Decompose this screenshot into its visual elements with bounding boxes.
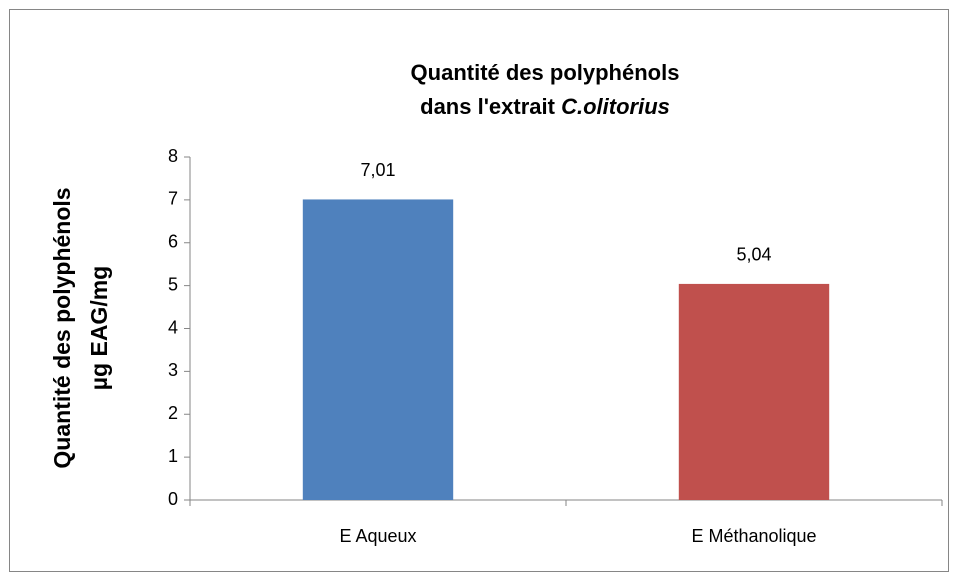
data-label: 7,01 <box>360 160 395 180</box>
bar <box>302 199 454 501</box>
chart-title: dans l'extrait C.olitorius <box>420 94 670 119</box>
y-tick-label: 1 <box>168 446 178 466</box>
y-tick-label: 5 <box>168 274 178 294</box>
y-tick-label: 4 <box>168 317 178 337</box>
chart-title-part: dans l'extrait <box>420 94 556 119</box>
y-tick-label: 0 <box>168 489 178 509</box>
y-tick-label: 7 <box>168 189 178 209</box>
bar <box>678 283 830 500</box>
y-axis-label: Quantité des polyphénols <box>49 187 75 468</box>
y-tick-label: 2 <box>168 403 178 423</box>
data-label: 5,04 <box>736 245 771 265</box>
y-tick-label: 8 <box>168 146 178 166</box>
chart-title: Quantité des polyphénols <box>411 60 680 85</box>
y-tick-label: 3 <box>168 360 178 380</box>
x-tick-label: E Aqueux <box>339 526 416 546</box>
y-axis-label: µg EAG/mg <box>86 266 112 390</box>
y-tick-label: 6 <box>168 232 178 252</box>
x-tick-label: E Méthanolique <box>691 526 816 546</box>
chart-title-part: C.olitorius <box>561 94 670 119</box>
